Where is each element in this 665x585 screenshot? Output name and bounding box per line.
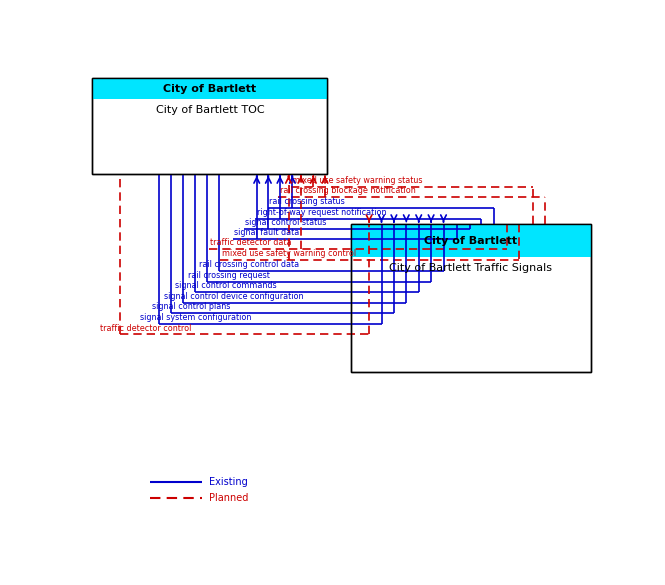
Text: City of Bartlett Traffic Signals: City of Bartlett Traffic Signals xyxy=(389,263,552,273)
Text: mixed use safety warning control: mixed use safety warning control xyxy=(222,249,356,258)
Text: rail crossing request: rail crossing request xyxy=(188,271,269,280)
Text: signal control commands: signal control commands xyxy=(176,281,277,290)
Text: Planned: Planned xyxy=(209,493,249,503)
Text: traffic detector data: traffic detector data xyxy=(210,238,292,247)
Bar xyxy=(350,224,591,257)
Text: signal control device configuration: signal control device configuration xyxy=(164,292,303,301)
Text: rail crossing blockage notification: rail crossing blockage notification xyxy=(280,187,416,195)
Bar xyxy=(350,224,591,372)
Bar xyxy=(350,224,591,372)
Text: signal control plans: signal control plans xyxy=(152,302,231,311)
Bar xyxy=(92,78,327,99)
Bar xyxy=(92,78,327,174)
Text: signal fault data: signal fault data xyxy=(234,228,299,237)
Text: traffic detector control: traffic detector control xyxy=(100,324,192,332)
Text: rail crossing control data: rail crossing control data xyxy=(200,260,299,269)
Bar xyxy=(92,78,327,174)
Text: City of Bartlett TOC: City of Bartlett TOC xyxy=(156,105,264,115)
Text: rail crossing status: rail crossing status xyxy=(269,197,345,207)
Text: signal system configuration: signal system configuration xyxy=(140,313,252,322)
Text: City of Bartlett: City of Bartlett xyxy=(424,236,517,246)
Text: Existing: Existing xyxy=(209,477,248,487)
Text: signal control status: signal control status xyxy=(245,218,327,227)
Text: mixed use safety warning status: mixed use safety warning status xyxy=(293,177,423,185)
Text: right-of-way request notification: right-of-way request notification xyxy=(257,208,386,217)
Text: City of Bartlett: City of Bartlett xyxy=(164,84,257,94)
